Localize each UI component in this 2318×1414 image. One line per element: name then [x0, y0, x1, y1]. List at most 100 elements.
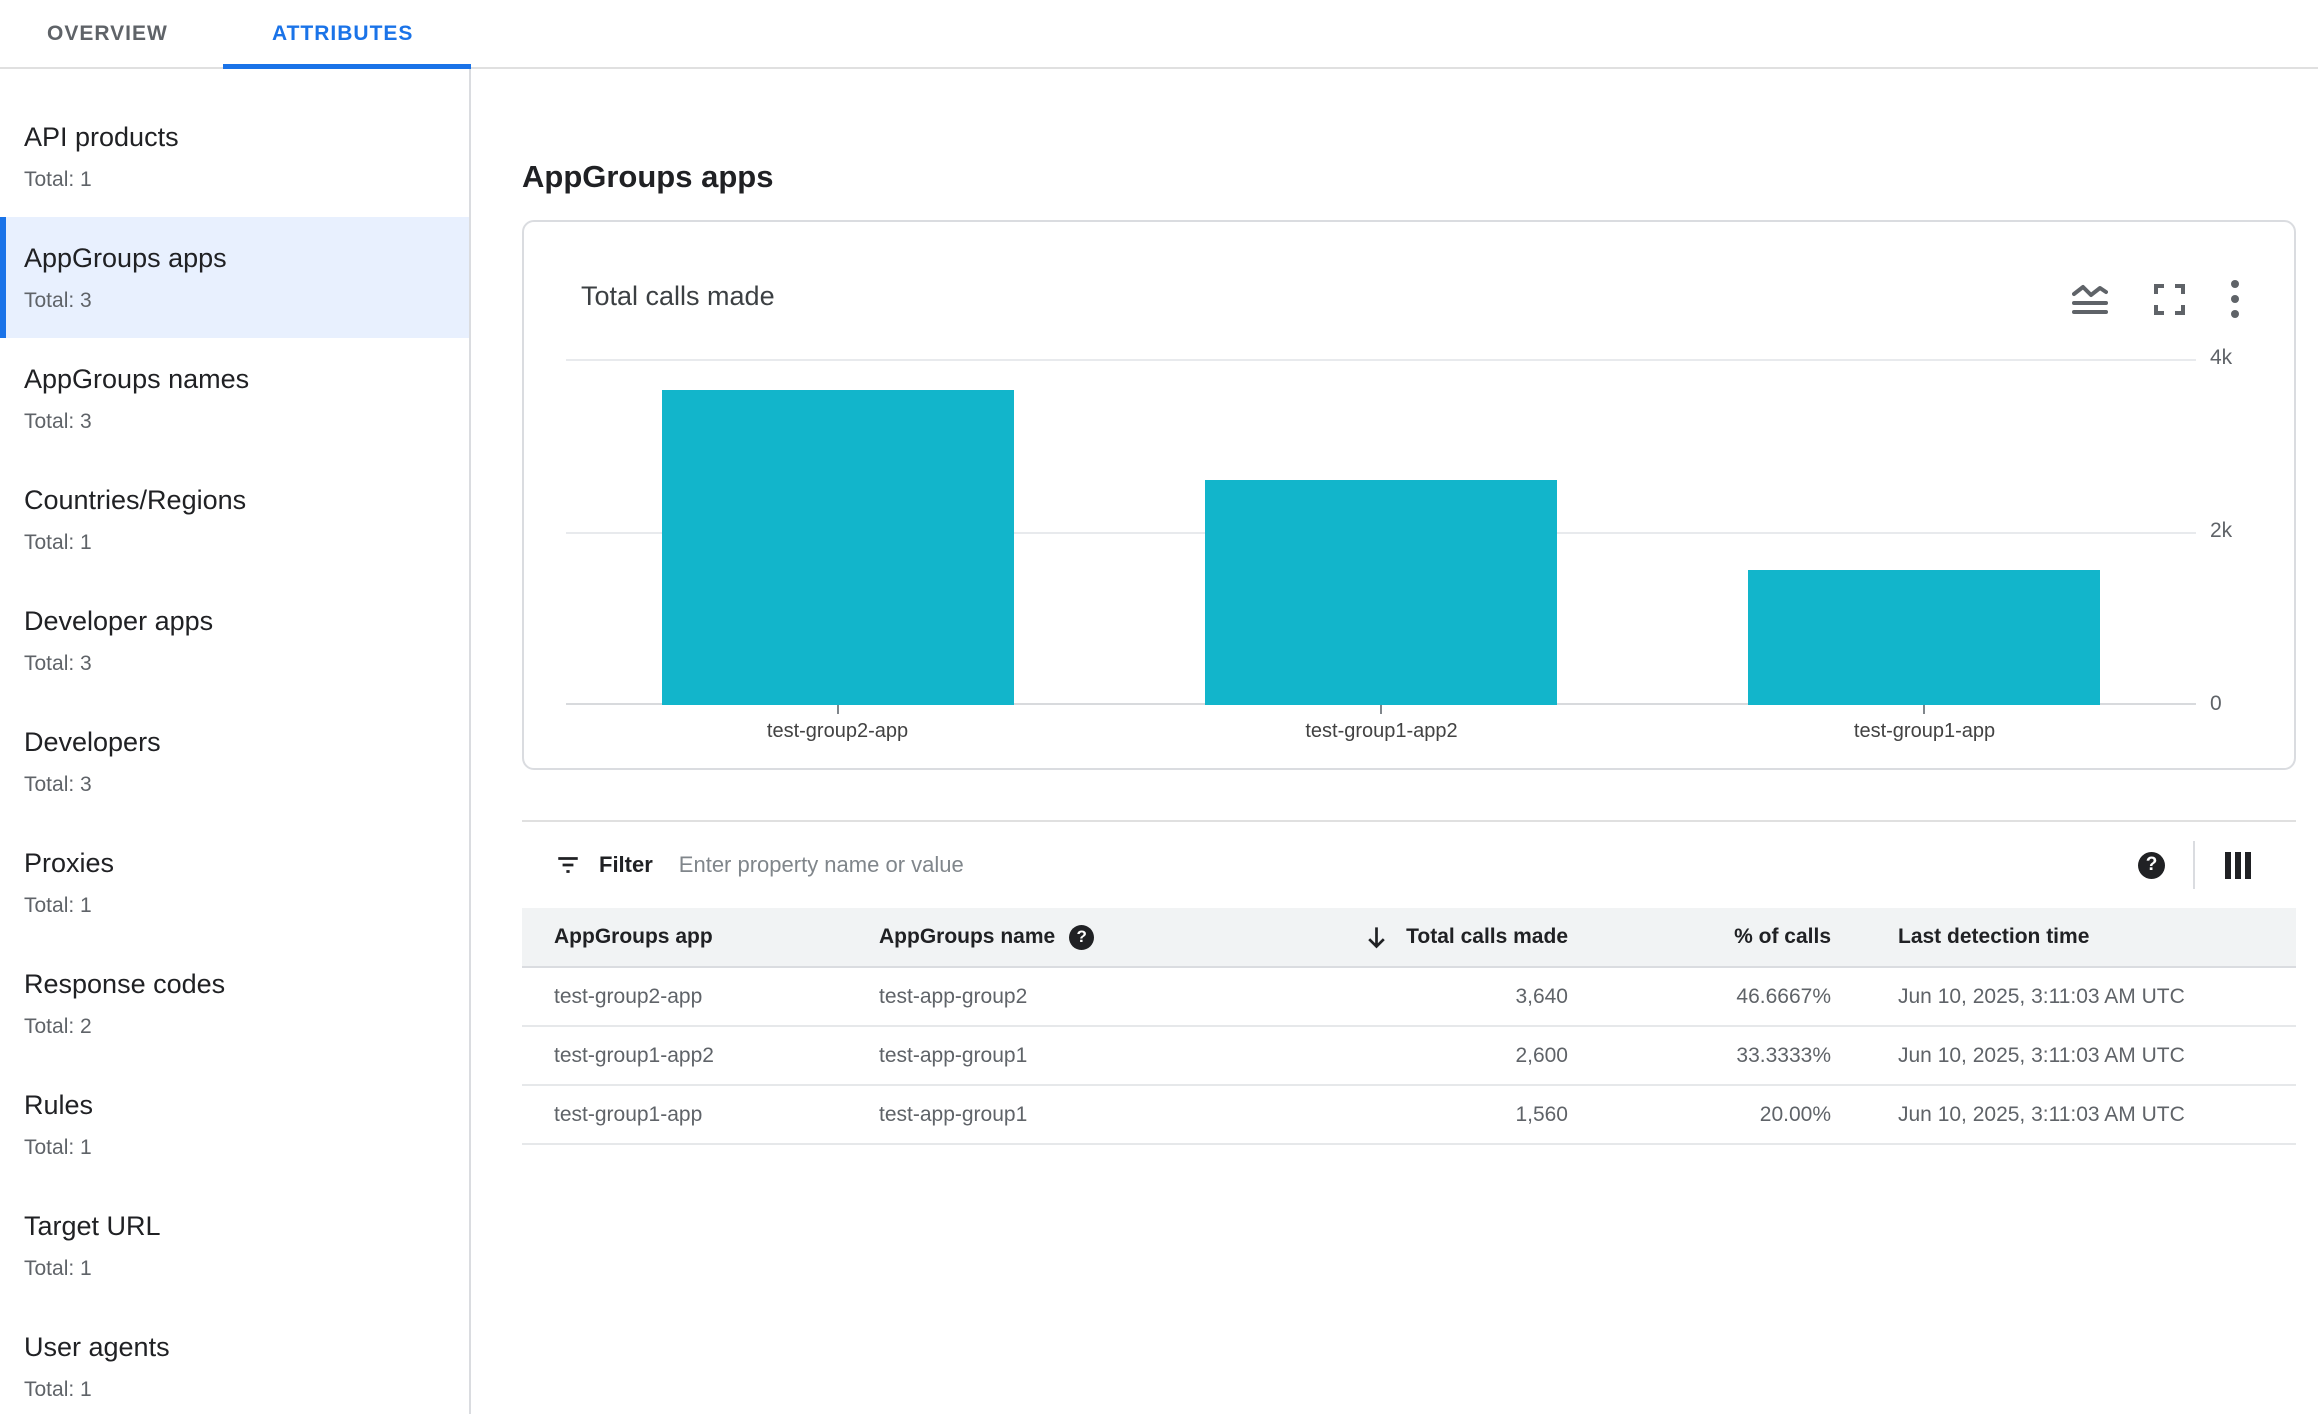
sidebar-item-total: Total: 3	[24, 652, 92, 675]
sidebar-item-total: Total: 3	[24, 410, 92, 433]
active-tab-indicator	[223, 64, 471, 69]
sidebar-item-label: Rules	[24, 1090, 94, 1120]
cell: Jun 10, 2025, 3:11:03 AM UTC	[1898, 984, 2185, 1008]
fullscreen-icon[interactable]	[2154, 283, 2185, 315]
sidebar-item-total: Total: 1	[24, 531, 92, 554]
y-axis-label: 2k	[2210, 519, 2233, 542]
view-columns-icon[interactable]	[2225, 851, 2251, 879]
sidebar-item-label: Developers	[24, 727, 161, 757]
sidebar-item-target-url[interactable]: Target URL Total: 1	[0, 1185, 469, 1306]
header-cell-appgroups-app[interactable]: AppGroups app	[522, 908, 847, 966]
table-row: test-group1-app test-app-group1 1,560 20.00…	[522, 1086, 2296, 1145]
header-cell-total-calls-made[interactable]: Total calls made	[1327, 908, 1599, 966]
sidebar-item-total: Total: 1	[24, 168, 92, 191]
x-axis-tick	[837, 705, 839, 714]
filter-list-icon	[555, 852, 581, 878]
cell: test-app-group1	[879, 1043, 1028, 1067]
cell: test-app-group2	[879, 984, 1028, 1008]
filter-input[interactable]	[678, 852, 2138, 878]
cell: 2,600	[1515, 1043, 1568, 1067]
sidebar-item-appgroups-apps[interactable]: AppGroups apps Total: 3	[0, 217, 469, 338]
area-chart-icon[interactable]	[2072, 284, 2108, 315]
header-label: AppGroups app	[554, 925, 713, 948]
y-axis-label: 4k	[2210, 346, 2233, 369]
cell: Jun 10, 2025, 3:11:03 AM UTC	[1898, 1043, 2185, 1067]
tab-overview[interactable]: OVERVIEW	[47, 22, 168, 45]
header-label: AppGroups name	[879, 925, 1056, 948]
sidebar-item-developer-apps[interactable]: Developer apps Total: 3	[0, 580, 469, 701]
tab-attributes[interactable]: ATTRIBUTES	[272, 22, 414, 45]
cell: test-app-group1	[879, 1102, 1028, 1126]
bar-test-group1-app2[interactable]	[1205, 480, 1557, 705]
sidebar-item-label: Target URL	[24, 1211, 161, 1241]
header-cell-last-detection-time[interactable]: Last detection time	[1862, 908, 2296, 966]
cell: 3,640	[1515, 984, 1568, 1008]
sidebar-item-total: Total: 2	[24, 1015, 92, 1038]
table-row: test-group2-app test-app-group2 3,640 46.66…	[522, 968, 2296, 1027]
sidebar-item-rules[interactable]: Rules Total: 1	[0, 1064, 469, 1185]
bar-test-group1-app[interactable]	[1748, 570, 2100, 705]
cell: 1,560	[1515, 1102, 1568, 1126]
tab-bar: OVERVIEW ATTRIBUTES	[0, 0, 2318, 69]
y-axis-labels: 4k 2k 0	[2210, 346, 2290, 715]
header-cell--of-calls[interactable]: % of calls	[1599, 908, 1862, 966]
y-axis-label: 0	[2210, 692, 2222, 715]
sidebar-item-countries-regions[interactable]: Countries/Regions Total: 1	[0, 459, 469, 580]
header-cell-appgroups-name[interactable]: AppGroups name?	[847, 908, 1327, 966]
sidebar-item-label: API products	[24, 122, 179, 152]
cell: 33.3333%	[1736, 1043, 1831, 1067]
sidebar-item-total: Total: 1	[24, 1257, 92, 1280]
cell: 46.6667%	[1736, 984, 1831, 1008]
cell: 20.00%	[1759, 1102, 1831, 1126]
chart-card: Total calls made test-group2-app test-	[522, 220, 2296, 770]
x-axis-label: test-group1-app2	[1305, 720, 1458, 742]
toolbar-divider	[2193, 841, 2195, 889]
sidebar-item-total: Total: 1	[24, 894, 92, 917]
filter-label: Filter	[599, 852, 653, 877]
table-body: test-group2-app test-app-group2 3,640 46.66…	[522, 968, 2296, 1145]
sidebar-item-appgroups-names[interactable]: AppGroups names Total: 3	[0, 338, 469, 459]
sidebar-item-developers[interactable]: Developers Total: 3	[0, 701, 469, 822]
bar-test-group2-app[interactable]	[662, 390, 1014, 705]
sidebar-item-total: Total: 3	[24, 289, 92, 312]
sidebar-item-label: Response codes	[24, 969, 226, 999]
bar-chart: test-group2-app test-group1-app2 test-grou…	[566, 359, 2196, 742]
x-axis-tick	[1380, 705, 1382, 714]
sidebar-item-user-agents[interactable]: User agents Total: 1	[0, 1306, 469, 1414]
attributes-table-section: Filter ? AppGroups app AppGroups name? To…	[522, 820, 2296, 1145]
header-label: % of calls	[1734, 925, 1831, 948]
table-row: test-group1-app2 test-app-group1 2,600 33.3…	[522, 1027, 2296, 1086]
x-axis-label: test-group2-app	[766, 720, 909, 742]
sidebar-item-label: AppGroups apps	[24, 243, 227, 273]
sidebar-item-label: AppGroups names	[24, 364, 250, 394]
main-content: AppGroups apps Total calls made	[471, 69, 2318, 1414]
attributes-sidebar: API products Total: 1 AppGroups apps Tota…	[0, 69, 471, 1414]
sidebar-item-proxies[interactable]: Proxies Total: 1	[0, 822, 469, 943]
header-label: Last detection time	[1898, 925, 2090, 948]
sidebar-item-total: Total: 1	[24, 1136, 92, 1159]
more-vert-icon[interactable]	[2231, 280, 2239, 318]
sidebar-item-label: Countries/Regions	[24, 485, 247, 515]
cell: test-group1-app2	[554, 1043, 714, 1067]
sidebar-item-label: Developer apps	[24, 606, 214, 636]
chart-actions	[2072, 280, 2239, 318]
header-label: Total calls made	[1406, 925, 1568, 948]
help-icon[interactable]: ?	[1069, 924, 1095, 950]
cell: test-group1-app	[554, 1102, 703, 1126]
sidebar-item-label: User agents	[24, 1332, 170, 1362]
help-icon[interactable]: ?	[2138, 851, 2165, 879]
sidebar-item-label: Proxies	[24, 848, 115, 878]
sort-desc-icon[interactable]	[1363, 924, 1390, 951]
filter-bar: Filter ?	[522, 822, 2296, 908]
page-title: AppGroups apps	[522, 159, 774, 194]
sidebar-item-api-products[interactable]: API products Total: 1	[0, 96, 469, 217]
sidebar-item-total: Total: 3	[24, 773, 92, 796]
gridline	[566, 359, 2196, 361]
x-axis-label: test-group1-app	[1853, 720, 1996, 742]
x-axis-tick	[1923, 705, 1925, 714]
cell: test-group2-app	[554, 984, 703, 1008]
table-header: AppGroups app AppGroups name? Total calls…	[522, 908, 2296, 968]
sidebar-item-total: Total: 1	[24, 1378, 92, 1401]
sidebar-item-response-codes[interactable]: Response codes Total: 2	[0, 943, 469, 1064]
cell: Jun 10, 2025, 3:11:03 AM UTC	[1898, 1102, 2185, 1126]
